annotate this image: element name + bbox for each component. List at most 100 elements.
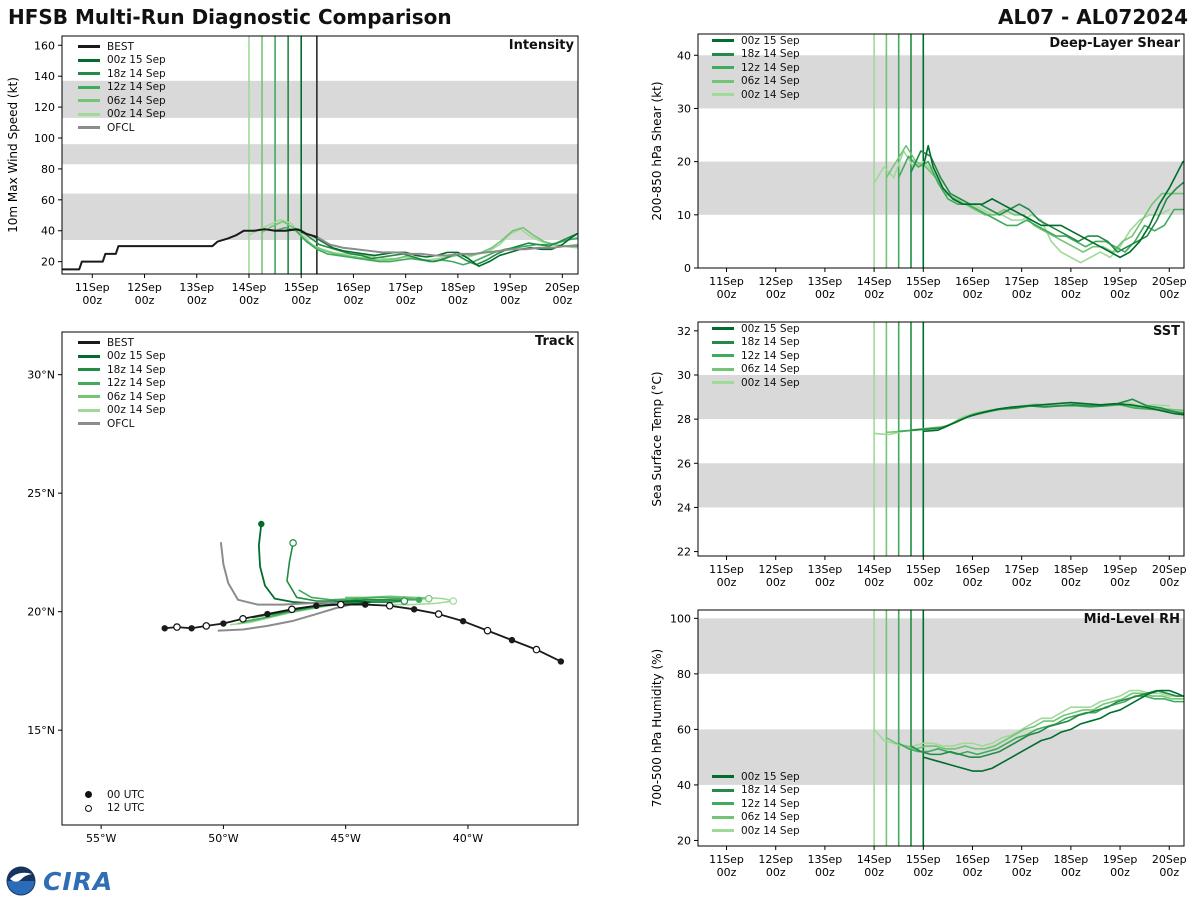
legend-label: 12z 14 Sep	[107, 377, 166, 390]
legend-swatch	[78, 99, 100, 103]
track-legend: BEST 00z 15 Sep 18z 14 Sep 12z 14 Sep 06…	[78, 336, 166, 431]
legend-swatch	[78, 85, 100, 89]
legend-swatch	[78, 381, 100, 385]
legend-item: 12z 14 Sep	[78, 81, 166, 95]
legend-label: BEST	[107, 336, 134, 349]
legend-item: 18z 14 Sep	[712, 784, 800, 798]
legend-label: 12z 14 Sep	[741, 349, 800, 362]
shear-chart-canvas	[648, 26, 1192, 312]
shear-legend: 00z 15 Sep 18z 14 Sep 12z 14 Sep 06z 14 …	[712, 34, 800, 102]
sst-legend: 00z 15 Sep 18z 14 Sep 12z 14 Sep 06z 14 …	[712, 322, 800, 390]
legend-label: 06z 14 Sep	[741, 75, 800, 88]
legend-swatch	[712, 354, 734, 358]
legend-item: 00z 15 Sep	[712, 34, 800, 48]
legend-label: 06z 14 Sep	[107, 94, 166, 107]
legend-item: 18z 14 Sep	[712, 336, 800, 350]
intensity-chart-canvas	[4, 30, 596, 318]
legend-item: 12z 14 Sep	[78, 377, 166, 391]
legend-item: 00z 14 Sep	[712, 376, 800, 390]
legend-swatch	[78, 368, 100, 372]
legend-label: 18z 14 Sep	[741, 336, 800, 349]
legend-item: 00z 15 Sep	[78, 54, 166, 68]
legend-item: 00z 15 Sep	[78, 350, 166, 364]
legend-label: 18z 14 Sep	[741, 48, 800, 61]
legend-label: 06z 14 Sep	[741, 363, 800, 376]
legend-swatch	[78, 422, 100, 426]
legend-item: OFCL	[78, 121, 166, 135]
legend-item: 18z 14 Sep	[78, 67, 166, 81]
legend-label: 12z 14 Sep	[741, 61, 800, 74]
shear-panel-title: Deep-Layer Shear	[1049, 36, 1180, 51]
legend-swatch	[78, 58, 100, 62]
intensity-legend: BEST 00z 15 Sep 18z 14 Sep 12z 14 Sep 06…	[78, 40, 166, 135]
legend-item: OFCL	[78, 417, 166, 431]
legend-item: 00z 14 Sep	[712, 88, 800, 102]
legend-label: BEST	[107, 40, 134, 53]
legend-swatch	[712, 381, 734, 385]
legend-label: 00z 14 Sep	[741, 88, 800, 101]
legend-swatch	[712, 93, 734, 97]
legend-swatch	[78, 45, 100, 49]
legend-item: 12z 14 Sep	[712, 797, 800, 811]
legend-item: BEST	[78, 40, 166, 54]
legend-label: 00z 15 Sep	[107, 350, 166, 363]
legend-item: 06z 14 Sep	[712, 363, 800, 377]
legend-item: 00z 15 Sep	[712, 322, 800, 336]
legend-label: 12 UTC	[107, 802, 145, 815]
filled-circle-icon	[85, 791, 92, 799]
legend-swatch	[712, 367, 734, 371]
cira-logo: CIRA	[43, 866, 114, 896]
rh-chart-canvas	[648, 602, 1192, 890]
legend-label: 00z 15 Sep	[107, 54, 166, 67]
legend-swatch	[712, 802, 734, 806]
legend-swatch	[78, 408, 100, 412]
legend-swatch	[712, 340, 734, 344]
rh-panel-title: Mid-Level RH	[1083, 612, 1180, 627]
legend-item: 12z 14 Sep	[712, 349, 800, 363]
legend-label: OFCL	[107, 417, 135, 430]
legend-swatch	[78, 126, 100, 130]
legend-swatch	[712, 79, 734, 83]
legend-swatch	[712, 788, 734, 792]
legend-item: 12 UTC	[78, 802, 145, 816]
legend-swatch	[712, 775, 734, 779]
legend-swatch	[712, 327, 734, 331]
legend-item: 12z 14 Sep	[712, 61, 800, 75]
legend-item: BEST	[78, 336, 166, 350]
legend-item: 06z 14 Sep	[712, 811, 800, 825]
legend-swatch	[78, 112, 100, 116]
legend-swatch	[712, 815, 734, 819]
legend-label: 00z 15 Sep	[741, 770, 800, 783]
legend-label: 00z 15 Sep	[741, 34, 800, 47]
legend-item: 00z 14 Sep	[712, 824, 800, 838]
legend-label: 00z 14 Sep	[107, 404, 166, 417]
legend-swatch	[78, 354, 100, 358]
sst-chart-canvas	[648, 314, 1192, 600]
legend-swatch	[712, 39, 734, 43]
legend-label: OFCL	[107, 121, 135, 134]
legend-swatch	[712, 829, 734, 833]
legend-swatch	[78, 395, 100, 399]
footer-logos: CIRA	[6, 866, 113, 896]
legend-label: 18z 14 Sep	[107, 67, 166, 80]
rh-legend: 00z 15 Sep 18z 14 Sep 12z 14 Sep 06z 14 …	[712, 770, 800, 838]
legend-swatch	[78, 341, 100, 345]
track-chart-canvas	[4, 320, 596, 865]
legend-label: 00z 15 Sep	[741, 322, 800, 335]
legend-item: 00 UTC	[78, 788, 145, 802]
legend-swatch	[712, 52, 734, 56]
legend-swatch	[712, 66, 734, 70]
legend-item: 00z 14 Sep	[78, 108, 166, 122]
legend-item: 00z 15 Sep	[712, 770, 800, 784]
open-circle-icon	[85, 804, 92, 812]
legend-label: 18z 14 Sep	[741, 784, 800, 797]
track-panel-title: Track	[535, 334, 574, 349]
legend-label: 12z 14 Sep	[107, 81, 166, 94]
legend-swatch	[78, 72, 100, 76]
legend-label: 06z 14 Sep	[741, 811, 800, 824]
utc-legend: 00 UTC 12 UTC	[78, 788, 145, 815]
sst-panel-title: SST	[1152, 324, 1180, 339]
legend-item: 18z 14 Sep	[78, 363, 166, 377]
legend-label: 00z 14 Sep	[741, 824, 800, 837]
legend-label: 18z 14 Sep	[107, 363, 166, 376]
